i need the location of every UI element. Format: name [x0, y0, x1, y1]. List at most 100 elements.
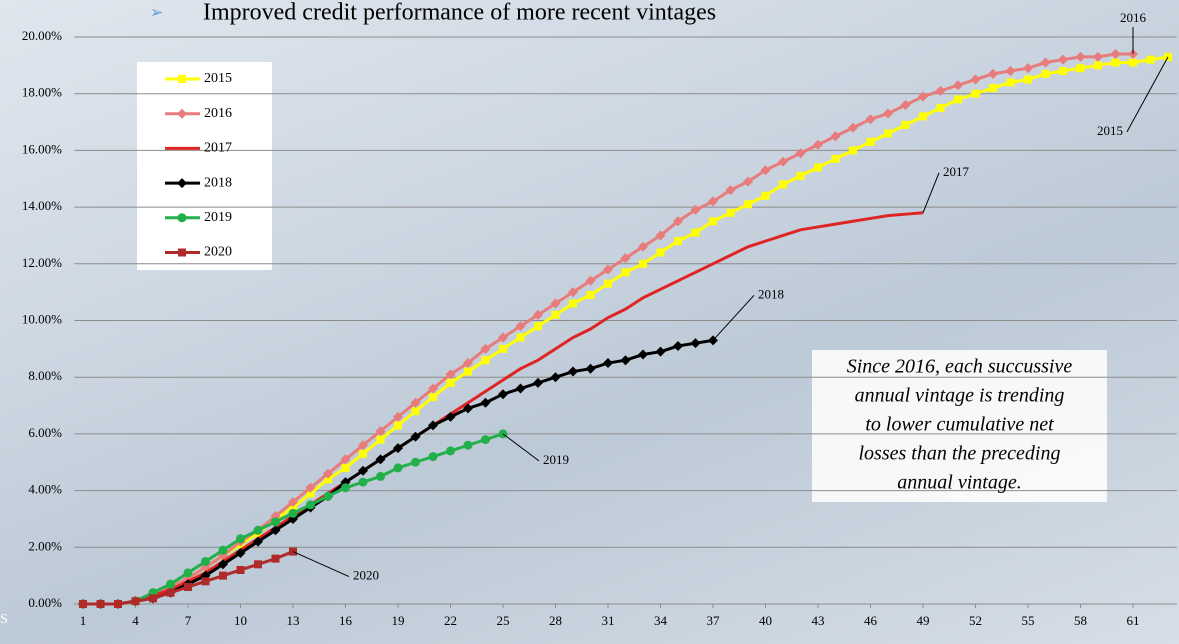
marker — [972, 90, 980, 98]
marker — [1023, 63, 1033, 73]
annotation-text: annual vintage. — [897, 472, 1021, 494]
marker — [1112, 59, 1120, 67]
legend-swatch-marker — [178, 213, 187, 222]
marker — [481, 398, 491, 408]
marker — [919, 112, 927, 120]
marker — [674, 237, 682, 245]
marker — [1059, 67, 1067, 75]
marker — [971, 75, 981, 85]
marker — [1147, 56, 1155, 64]
marker — [813, 140, 823, 150]
y-tick-label: 4.00% — [28, 482, 62, 497]
marker — [918, 92, 928, 102]
x-tick-label: 7 — [185, 613, 192, 628]
marker — [97, 600, 105, 608]
marker — [516, 384, 526, 394]
marker — [377, 436, 385, 444]
x-tick-label: 61 — [1127, 613, 1140, 628]
x-tick-label: 28 — [549, 613, 562, 628]
marker — [884, 129, 892, 137]
x-tick-label: 4 — [132, 613, 139, 628]
marker — [533, 378, 543, 388]
marker — [866, 114, 876, 124]
x-tick-label: 52 — [969, 613, 982, 628]
marker — [552, 311, 560, 319]
end-label: 2016 — [1120, 10, 1147, 25]
legend-label: 2017 — [204, 141, 232, 156]
marker — [849, 146, 857, 154]
x-tick-label: 16 — [339, 613, 353, 628]
marker — [1042, 70, 1050, 78]
marker — [219, 546, 228, 555]
marker — [673, 341, 683, 351]
y-tick-label: 2.00% — [28, 538, 62, 553]
marker — [1076, 52, 1086, 62]
marker — [1111, 49, 1121, 59]
marker — [639, 260, 647, 268]
annotation-text: Since 2016, each succussive — [847, 356, 1073, 378]
end-label: 2020 — [353, 568, 379, 583]
marker — [796, 148, 806, 158]
marker — [499, 345, 507, 353]
y-tick-label: 12.00% — [22, 255, 62, 270]
marker — [762, 192, 770, 200]
annotation-text: to lower cumulative net — [865, 414, 1054, 436]
marker — [797, 172, 805, 180]
marker — [1077, 64, 1085, 72]
marker — [359, 450, 367, 458]
marker — [394, 463, 403, 472]
marker — [149, 594, 157, 602]
end-label: 2015 — [1097, 123, 1123, 138]
marker — [464, 368, 472, 376]
series: 2018 — [78, 286, 784, 609]
marker — [481, 435, 490, 444]
marker — [691, 338, 701, 348]
marker — [831, 131, 841, 141]
marker — [937, 104, 945, 112]
marker — [586, 364, 596, 374]
x-tick-label: 55 — [1022, 613, 1035, 628]
marker — [411, 458, 420, 467]
leader-line — [503, 434, 539, 461]
marker — [622, 268, 630, 276]
legend-swatch-marker — [178, 249, 186, 257]
marker — [236, 534, 245, 543]
legend-label: 2020 — [204, 245, 232, 260]
x-tick-label: 22 — [444, 613, 457, 628]
marker — [989, 84, 997, 92]
marker — [359, 478, 368, 487]
marker — [254, 560, 262, 568]
end-label: 2017 — [943, 164, 970, 179]
marker — [412, 407, 420, 415]
marker — [778, 157, 788, 167]
marker — [1129, 59, 1137, 67]
marker — [429, 393, 437, 401]
marker — [1094, 61, 1102, 69]
marker — [237, 566, 245, 574]
marker — [1024, 76, 1032, 84]
marker — [1041, 58, 1051, 68]
marker — [289, 509, 298, 518]
x-tick-label: 19 — [392, 613, 405, 628]
marker — [184, 583, 192, 591]
marker — [1093, 52, 1103, 62]
marker — [167, 589, 175, 597]
marker — [219, 572, 227, 580]
marker — [867, 138, 875, 146]
x-tick-label: 13 — [287, 613, 300, 628]
marker — [498, 389, 508, 399]
marker — [202, 577, 210, 585]
chart: ➢ Improved credit performance of more re… — [0, 0, 1179, 644]
marker — [604, 280, 612, 288]
chart-title: Improved credit performance of more rece… — [203, 0, 716, 26]
marker — [587, 291, 595, 299]
legend-label: 2016 — [204, 106, 232, 121]
marker — [953, 80, 963, 90]
marker — [166, 580, 175, 589]
slide: ➢ Improved credit performance of more re… — [0, 0, 1179, 644]
y-tick-label: 0.00% — [28, 595, 62, 610]
x-tick-label: 46 — [864, 613, 878, 628]
marker — [638, 350, 648, 360]
y-tick-label: 18.00% — [22, 85, 62, 100]
leader-line — [293, 552, 349, 577]
